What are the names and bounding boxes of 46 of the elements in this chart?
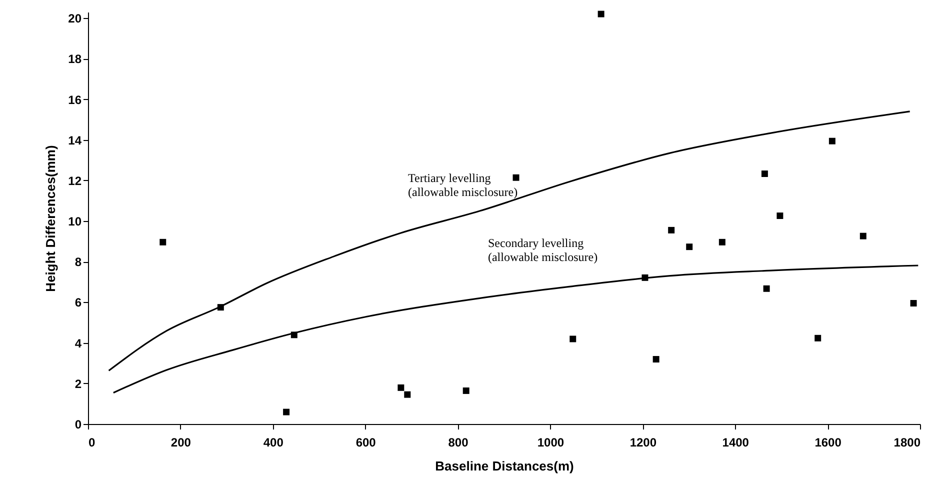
y-tick-label: 4 — [74, 336, 82, 350]
point — [404, 391, 411, 398]
y-tick-label: 6 — [74, 296, 82, 310]
x-tick-label: 1600 — [814, 436, 842, 450]
point — [718, 238, 726, 246]
y-tick-label: 12 — [68, 174, 82, 188]
y-tick-label: 10 — [68, 214, 82, 229]
point — [761, 170, 768, 177]
point — [398, 384, 404, 391]
y-tick-label: 16 — [68, 92, 82, 107]
y-tick-label: 20 — [68, 12, 82, 26]
x-tick-label: 200 — [170, 436, 192, 450]
point — [686, 244, 693, 250]
series-label: Secondary levelling (allowable misclosure) — [488, 236, 598, 264]
point — [598, 10, 604, 18]
x-tick-label: 600 — [356, 436, 376, 450]
x-tick-label: 1000 — [537, 436, 564, 450]
x-tick-label: 400 — [263, 436, 284, 450]
point — [160, 238, 166, 246]
series-label: Tertiary levelling (allowable misclosure) — [408, 171, 518, 200]
point — [652, 356, 660, 362]
y-tick-label: 8 — [74, 255, 82, 270]
point — [462, 387, 470, 394]
x-axis-title: Baseline Distances(m) — [435, 458, 574, 474]
point — [763, 285, 770, 292]
x-tick-label: 0 — [88, 436, 96, 450]
y-tick-label: 18 — [68, 52, 82, 66]
x-tick-label: 1200 — [630, 436, 657, 450]
line-series — [112, 264, 919, 394]
x-tick-label: 1800 — [894, 436, 921, 450]
y-tick-label: 0 — [74, 418, 82, 432]
point — [776, 212, 784, 220]
line-series — [108, 110, 911, 372]
y-tick-label: 2 — [74, 376, 82, 391]
point — [910, 300, 917, 306]
point — [512, 174, 520, 181]
x-tick-label: 800 — [448, 436, 469, 450]
x-tick-label: 1400 — [722, 436, 750, 450]
y-tick-label: 14 — [68, 133, 82, 148]
point — [814, 334, 822, 342]
point — [668, 226, 675, 234]
point — [860, 232, 866, 240]
point — [283, 408, 290, 416]
point — [570, 336, 576, 342]
y-axis-title: Height Differences(mm) — [43, 145, 58, 292]
point — [828, 138, 836, 144]
